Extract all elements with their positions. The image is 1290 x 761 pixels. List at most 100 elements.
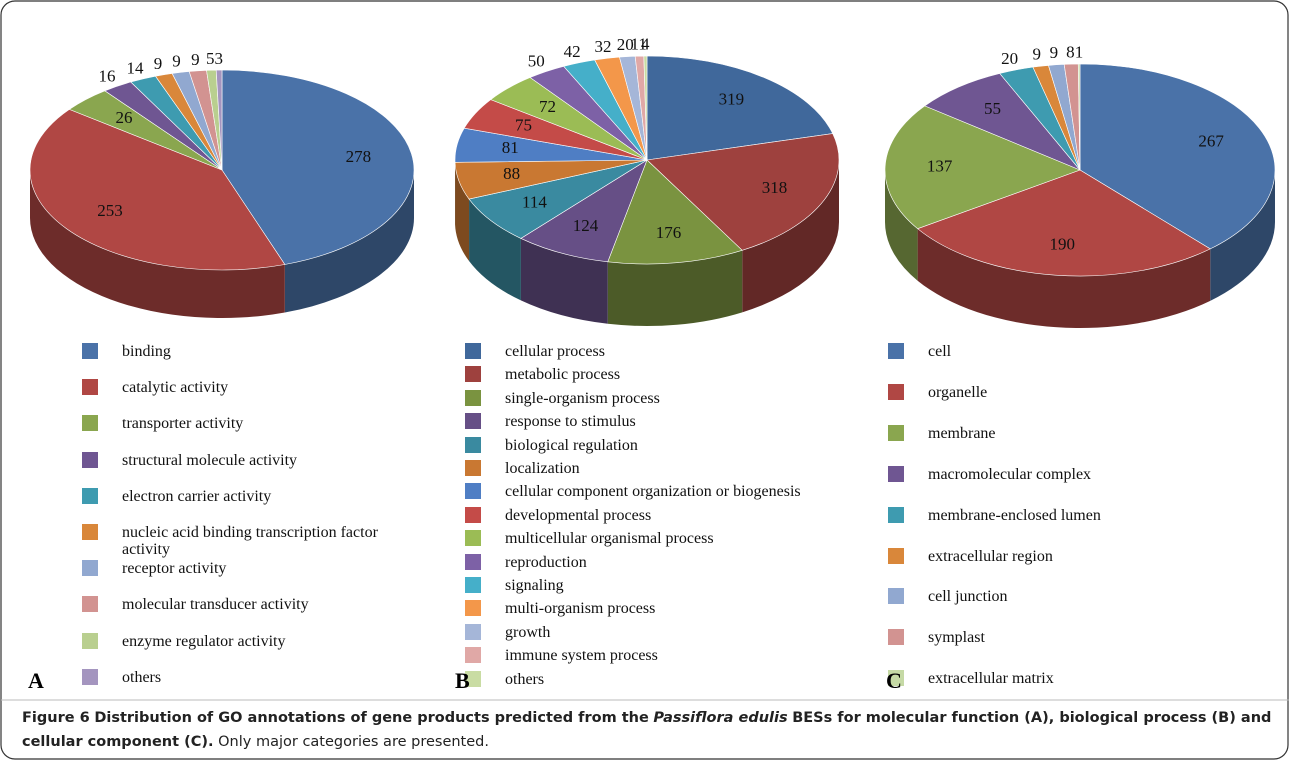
legend-label: organelle [928, 383, 988, 401]
legend-swatch [465, 600, 481, 617]
legend-swatch [465, 530, 481, 547]
data-label: 253 [97, 201, 123, 220]
legend-entry: organelle [888, 383, 1288, 401]
legend-entry: cellular process [465, 343, 885, 360]
slice [607, 159, 743, 265]
data-label: 16 [99, 67, 116, 86]
legend-label: multi-organism process [505, 600, 656, 618]
data-label: 32 [594, 37, 611, 56]
legend-swatch [888, 629, 904, 646]
legend-swatch [465, 343, 481, 359]
data-label: 124 [573, 216, 599, 235]
legend-label: transporter activity [122, 415, 244, 433]
slice-side [607, 250, 743, 326]
slice-side [30, 170, 285, 319]
legend-swatch [82, 343, 98, 359]
slice-side [455, 162, 470, 262]
legend-swatch [82, 415, 98, 432]
legend-label: signaling [505, 577, 564, 594]
data-label: 9 [172, 51, 181, 70]
legend-label: symplast [928, 629, 985, 647]
slice-side [1210, 170, 1275, 301]
legend-entry: cell junction [888, 588, 1288, 605]
data-label: 4 [641, 35, 650, 54]
legend-swatch [465, 366, 481, 383]
data-label: 26 [116, 108, 133, 127]
legend-label: enzyme regulator activity [122, 632, 286, 650]
data-label: 9 [191, 50, 200, 69]
legend-label: cellular component organization or bioge… [505, 483, 801, 501]
caption-italic: Passiflora edulis [653, 710, 788, 726]
legend-label: electron carrier activity [122, 487, 272, 505]
legend-label: membrane [928, 424, 996, 442]
legend-swatch [888, 670, 904, 687]
slice [924, 73, 1081, 171]
data-label: 50 [528, 51, 545, 70]
legend-swatch [888, 343, 904, 359]
legend-entry: extracellular region [888, 547, 1288, 565]
data-label: 8 [1066, 42, 1075, 61]
legend-entry: molecular transducer activity [82, 596, 382, 613]
data-label: 278 [346, 147, 372, 166]
legend-label: molecular transducer activity [122, 596, 309, 614]
data-label: 11 [631, 35, 647, 54]
legend-swatch [465, 670, 481, 687]
legend-entry: nucleic acid binding transcription facto… [82, 524, 382, 558]
legend-swatch [888, 424, 904, 441]
legend-swatch [465, 623, 481, 640]
legend-entry: transporter activity [82, 415, 382, 432]
legend-entry: membrane [888, 424, 1288, 442]
legend-entry: metabolic process [465, 366, 885, 383]
legend-entry: biological regulation [465, 436, 885, 454]
slice-side [284, 170, 414, 313]
legend-swatch [465, 553, 481, 570]
legend-swatch [82, 487, 98, 504]
legend-entry: reproduction [465, 553, 885, 571]
data-label: 190 [1050, 235, 1076, 254]
legend-swatch [465, 436, 481, 453]
data-label: 88 [503, 164, 520, 183]
legend-swatch [888, 465, 904, 482]
legend-label: binding [122, 343, 171, 360]
legend-label: membrane-enclosed lumen [928, 506, 1101, 524]
legend-label: developmental process [505, 506, 652, 524]
legend-label: macromolecular complex [928, 465, 1092, 483]
legend-label: growth [505, 623, 551, 641]
legend-entry: others [82, 668, 382, 686]
legend-entry: others [465, 670, 885, 688]
legend-swatch [82, 451, 98, 468]
data-label: 75 [515, 115, 532, 134]
legend-entry: signaling [465, 577, 885, 594]
data-label: 81 [502, 138, 519, 157]
legend-swatch [82, 668, 98, 685]
legend-entry: multi-organism process [465, 600, 885, 617]
data-label: 9 [1050, 43, 1059, 62]
legend-label: cell junction [928, 588, 1008, 606]
legend-entry: cell [888, 343, 1288, 360]
panel-letter: B [455, 668, 470, 693]
legend-label: immune system process [505, 647, 658, 665]
slice [646, 55, 834, 161]
legend-label: reproduction [505, 553, 587, 571]
legend-label: single-organism process [505, 389, 660, 407]
legend-entry: immune system process [465, 647, 885, 664]
panel-letter: A [28, 668, 44, 693]
legend-swatch [888, 383, 904, 400]
slice-side [742, 160, 839, 313]
legend-entry: extracellular matrix [888, 670, 1288, 687]
slice [646, 133, 840, 251]
caption-bold: BESs for molecular function (A), biologi… [22, 710, 1272, 750]
data-label: 1 [1075, 42, 1084, 61]
slice-side [917, 228, 1211, 328]
legend-entry: growth [465, 623, 885, 641]
legend-entry: localization [465, 460, 885, 477]
legend-swatch [888, 547, 904, 564]
data-label: 176 [656, 223, 682, 242]
legend-label: others [122, 668, 162, 686]
legend-entry: symplast [888, 629, 1288, 646]
legend-entry: developmental process [465, 506, 885, 524]
slice [520, 159, 648, 263]
